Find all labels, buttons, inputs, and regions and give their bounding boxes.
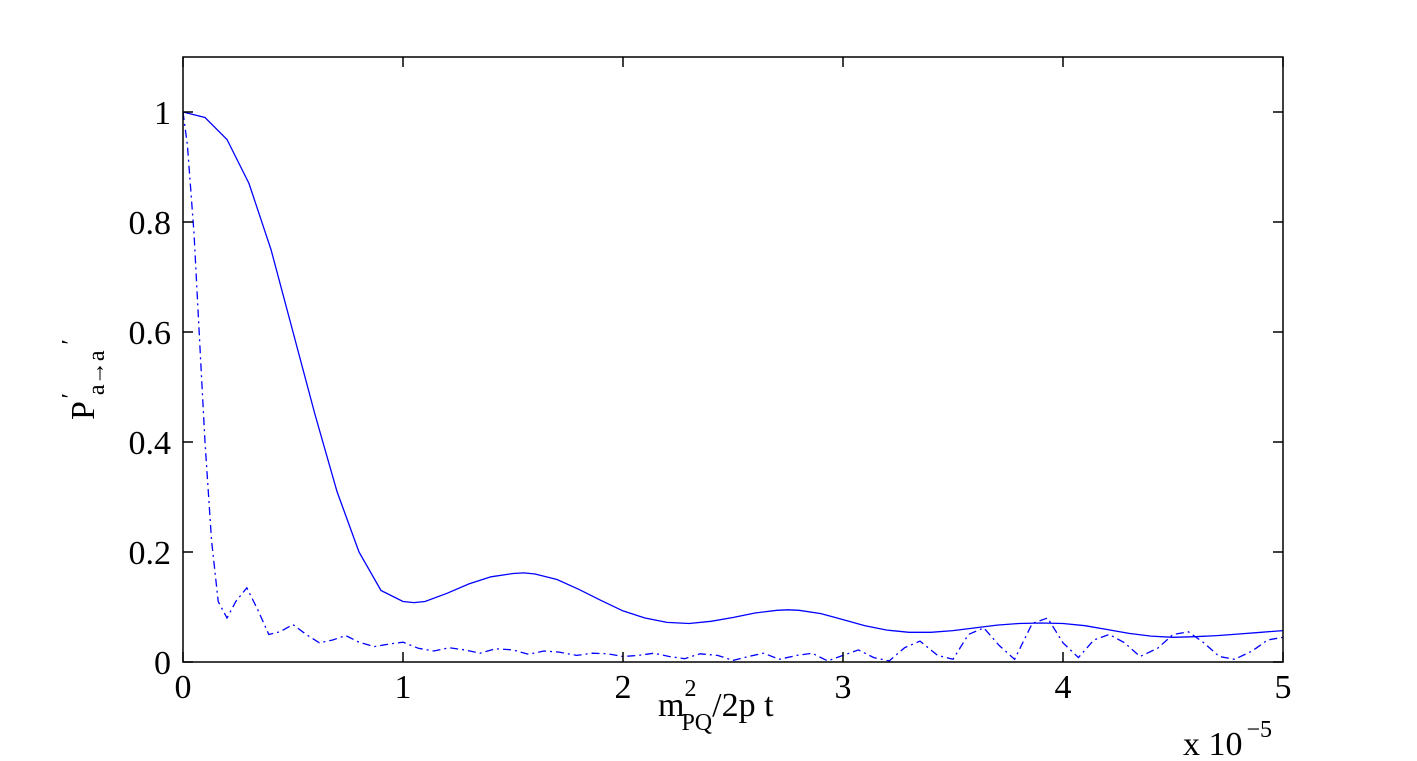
y-tick-label: 0 bbox=[154, 645, 171, 682]
x-tick-label: 5 bbox=[1275, 669, 1292, 706]
series-line-solid bbox=[182, 111, 1284, 638]
x-tick-label: 2 bbox=[615, 669, 632, 706]
y-tick-label: 0.4 bbox=[129, 425, 172, 462]
y-tick-label: 1 bbox=[154, 95, 171, 132]
y-tick-label: 0.8 bbox=[129, 205, 172, 242]
x-axis-label: m2 PQ/2p t bbox=[658, 676, 774, 736]
plot-background bbox=[183, 57, 1283, 662]
x-tick-label: 0 bbox=[175, 669, 192, 706]
plot-frame bbox=[182, 56, 1284, 663]
x-tick-label: 3 bbox=[835, 669, 852, 706]
ticks-layer: 0 1 2 3 4 5 0 0.2 0.4 0.6 0.8 1 bbox=[129, 57, 1292, 706]
x-tick-label: 1 bbox=[395, 669, 412, 706]
x-tick-label: 4 bbox=[1055, 669, 1072, 706]
x-axis-exponent: x 10 −5 bbox=[1183, 717, 1272, 761]
series-layer bbox=[182, 111, 1284, 662]
y-axis-label: Pa′→a′ bbox=[58, 339, 110, 420]
y-tick-label: 0.6 bbox=[129, 315, 172, 352]
y-tick-label: 0.2 bbox=[129, 535, 172, 572]
